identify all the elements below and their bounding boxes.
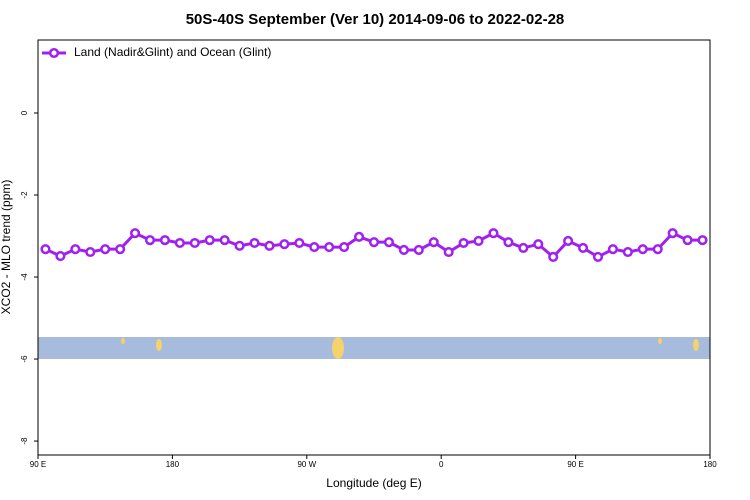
land-patch — [156, 339, 162, 351]
data-point — [159, 235, 170, 246]
data-point — [174, 237, 185, 249]
data-point — [249, 237, 260, 249]
data-point — [339, 242, 350, 253]
data-point — [637, 244, 648, 255]
y-tick-label: 0 — [20, 110, 29, 115]
land-patch — [693, 339, 699, 351]
legend-marker — [48, 47, 60, 59]
data-point — [354, 231, 365, 242]
data-point — [458, 237, 469, 249]
data-point — [130, 228, 141, 239]
data-point — [503, 237, 514, 248]
y-tick-label: -2 — [20, 191, 29, 199]
data-point — [548, 251, 559, 262]
data-point — [324, 242, 335, 253]
legend-label: Land (Nadir&Glint) and Ocean (Glint) — [74, 45, 271, 59]
data-point — [70, 244, 81, 255]
data-point — [115, 244, 126, 255]
data-point — [279, 239, 290, 250]
data-point — [309, 242, 320, 253]
land-patches — [121, 337, 699, 359]
y-tick-label: -6 — [20, 355, 29, 363]
data-point — [563, 235, 574, 246]
data-point — [368, 237, 380, 248]
data-point — [100, 244, 111, 255]
x-axis-label: Longitude (deg E) — [326, 476, 421, 490]
data-point — [398, 244, 409, 256]
data-point — [592, 251, 604, 262]
x-tick-label: 90 E — [30, 460, 46, 469]
data-point — [264, 240, 275, 251]
ocean-band — [38, 337, 710, 359]
data-point — [428, 237, 439, 248]
x-tick-label: 180 — [703, 460, 717, 469]
x-tick-label: 90 W — [297, 460, 316, 469]
data-point — [533, 239, 544, 250]
data-point — [578, 242, 589, 253]
y-axis-label: XCO2 - MLO trend (ppm) — [0, 180, 13, 315]
data-point — [55, 251, 66, 262]
plot-frame — [37, 39, 711, 456]
chart-title: 50S-40S September (Ver 10) 2014-09-06 to… — [186, 11, 565, 28]
data-point — [189, 237, 200, 249]
data-point — [622, 246, 633, 258]
data-point — [85, 246, 96, 258]
data-point — [413, 244, 424, 256]
y-tick-label: -8 — [20, 437, 29, 445]
data-point — [607, 244, 618, 255]
y-tick-label: -4 — [20, 273, 29, 281]
land-patch — [658, 338, 662, 344]
data-point — [383, 237, 394, 248]
data-point — [652, 244, 663, 255]
data-point — [144, 235, 156, 246]
data-point — [443, 246, 454, 258]
data-point — [234, 240, 245, 251]
data-point — [488, 228, 499, 239]
data-point — [682, 235, 693, 246]
data-point — [667, 228, 678, 239]
x-tick-label: 180 — [166, 460, 180, 469]
land-patch — [332, 337, 344, 359]
data-point — [40, 244, 51, 255]
data-point — [473, 235, 484, 246]
data-point — [518, 242, 529, 253]
x-tick-label: 0 — [439, 460, 444, 469]
data-point — [294, 237, 305, 249]
x-tick-label: 90 E — [567, 460, 583, 469]
data-point — [697, 235, 708, 246]
data-point — [219, 235, 230, 246]
data-point — [204, 235, 215, 246]
land-patch — [121, 338, 125, 344]
